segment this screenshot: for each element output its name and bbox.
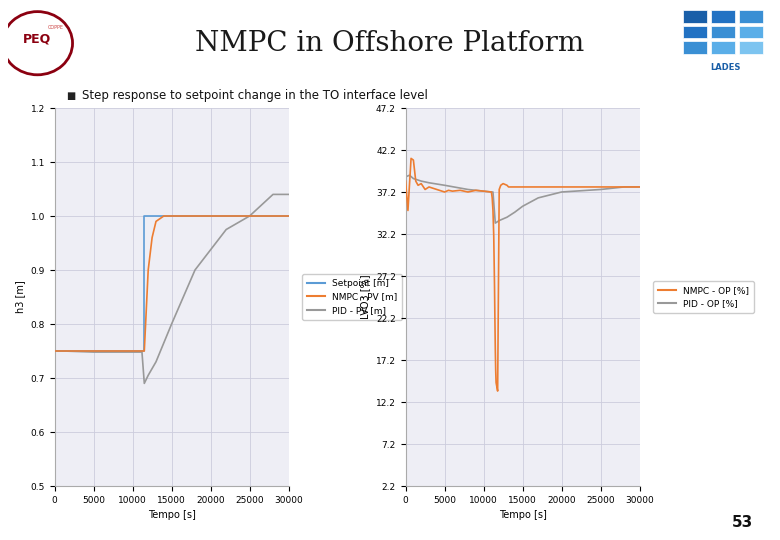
X-axis label: Tempo [s]: Tempo [s] [147,510,196,520]
Text: 53: 53 [732,515,753,530]
Text: ■: ■ [66,91,76,100]
Text: NMPC in Offshore Platform: NMPC in Offshore Platform [195,30,585,57]
FancyBboxPatch shape [683,25,707,38]
FancyBboxPatch shape [739,41,763,54]
FancyBboxPatch shape [711,10,735,23]
FancyBboxPatch shape [739,25,763,38]
FancyBboxPatch shape [683,41,707,54]
Legend: Setpoint [m], NMPC - PV [m], PID - PV [m]: Setpoint [m], NMPC - PV [m], PID - PV [m… [303,274,402,320]
FancyBboxPatch shape [683,10,707,23]
Legend: NMPC - OP [%], PID - OP [%]: NMPC - OP [%], PID - OP [%] [654,281,753,313]
Text: Step response to setpoint change in the TO interface level: Step response to setpoint change in the … [82,89,427,102]
FancyBboxPatch shape [711,41,735,54]
FancyBboxPatch shape [739,10,763,23]
Text: COPPE: COPPE [48,25,64,30]
Text: PEQ: PEQ [23,32,51,45]
Y-axis label: LVO3 [%]: LVO3 [%] [360,275,370,319]
X-axis label: Tempo [s]: Tempo [s] [498,510,547,520]
Text: LADES: LADES [711,63,740,72]
FancyBboxPatch shape [711,25,735,38]
Y-axis label: h3 [m]: h3 [m] [15,281,25,313]
